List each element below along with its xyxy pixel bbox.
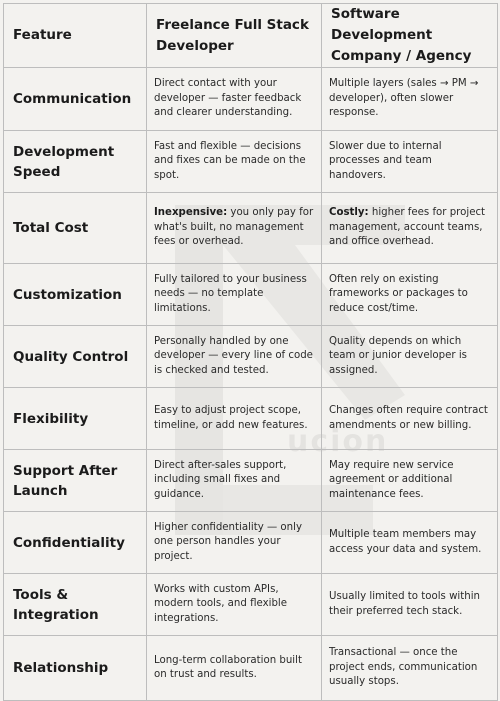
feature-cell: Relationship [3, 635, 147, 701]
feature-cell: Total Cost [3, 192, 147, 264]
agency-cell: Transactional — once the project ends, c… [321, 635, 498, 701]
table-row: Development Speed Fast and flexible — dec… [3, 130, 498, 193]
table-row: Support After Launch Direct after-sales s… [3, 449, 498, 512]
header-freelance: Freelance Full Stack Developer [146, 3, 322, 68]
agency-cell: Costly: higher fees for project manageme… [321, 192, 498, 264]
agency-cell: May require new service agreement or add… [321, 449, 498, 512]
agency-cell-text: Usually limited to tools within their pr… [329, 591, 480, 617]
agency-cell: Usually limited to tools within their pr… [321, 573, 498, 636]
table-row: Flexibility Easy to adjust project scope,… [3, 387, 498, 450]
agency-cell: Multiple team members may access your da… [321, 511, 498, 574]
agency-cell-text: May require new service agreement or add… [329, 459, 454, 500]
freelance-cell-lead: Inexpensive: [154, 207, 228, 219]
freelance-cell: Personally handled by one developer — ev… [146, 325, 322, 388]
freelance-cell-text: you only pay for what's built, no manage… [154, 207, 314, 248]
freelance-cell-text: Works with custom APIs, modern tools, an… [154, 583, 288, 624]
comparison-table: Feature Freelance Full Stack Developer S… [3, 3, 498, 701]
agency-cell-text: Multiple team members may access your da… [329, 529, 482, 555]
agency-cell: Slower due to internal processes and tea… [321, 130, 498, 193]
header-agency: Software Development Company / Agency [321, 3, 498, 68]
feature-cell: Communication [3, 67, 147, 131]
freelance-cell: Inexpensive: you only pay for what's bui… [146, 192, 322, 264]
agency-cell: Quality depends on which team or junior … [321, 325, 498, 388]
freelance-cell-text: Personally handled by one developer — ev… [154, 335, 313, 376]
agency-cell: Multiple layers (sales → PM → developer)… [321, 67, 498, 131]
freelance-cell: Fast and flexible — decisions and fixes … [146, 130, 322, 193]
feature-cell: Tools & Integration [3, 573, 147, 636]
agency-cell-text: Multiple layers (sales → PM → developer)… [329, 78, 479, 119]
feature-cell: Confidentiality [3, 511, 147, 574]
freelance-cell-text: Fully tailored to your business needs — … [154, 273, 307, 314]
agency-cell-lead: Costly: [329, 207, 369, 219]
feature-cell: Quality Control [3, 325, 147, 388]
agency-cell-text: higher fees for project management, acco… [329, 207, 486, 248]
feature-cell: Support After Launch [3, 449, 147, 512]
freelance-cell-text: Direct after-sales support, including sm… [154, 459, 287, 500]
agency-cell-text: Often rely on existing frameworks or pac… [329, 273, 468, 314]
freelance-cell: Fully tailored to your business needs — … [146, 263, 322, 326]
table-row: Quality Control Personally handled by one… [3, 325, 498, 388]
agency-cell: Changes often require contract amendment… [321, 387, 498, 450]
freelance-cell-text: Direct contact with your developer — fas… [154, 78, 302, 119]
table-row: Relationship Long-term collaboration buil… [3, 635, 498, 701]
freelance-cell-text: Easy to adjust project scope, timeline, … [154, 405, 308, 431]
table-row: Communication Direct contact with your de… [3, 67, 498, 131]
feature-cell: Customization [3, 263, 147, 326]
feature-cell: Development Speed [3, 130, 147, 193]
header-row: Feature Freelance Full Stack Developer S… [3, 3, 498, 68]
table-row: Confidentiality Higher confidentiality — … [3, 511, 498, 574]
agency-cell-text: Changes often require contract amendment… [329, 405, 488, 431]
agency-cell: Often rely on existing frameworks or pac… [321, 263, 498, 326]
freelance-cell: Higher confidentiality — only one person… [146, 511, 322, 574]
feature-cell: Flexibility [3, 387, 147, 450]
freelance-cell-text: Long-term collaboration built on trust a… [154, 654, 302, 681]
agency-cell-text: Quality depends on which team or junior … [329, 335, 467, 376]
freelance-cell-text: Fast and flexible — decisions and fixes … [154, 140, 306, 181]
agency-cell-text: Transactional — once the project ends, c… [329, 647, 478, 688]
agency-cell-text: Slower due to internal processes and tea… [329, 140, 442, 181]
freelance-cell-text: Higher confidentiality — only one person… [154, 521, 302, 562]
table-row: Total Cost Inexpensive: you only pay for … [3, 192, 498, 264]
freelance-cell: Easy to adjust project scope, timeline, … [146, 387, 322, 450]
header-feature: Feature [3, 3, 147, 68]
freelance-cell: Long-term collaboration built on trust a… [146, 635, 322, 701]
freelance-cell: Works with custom APIs, modern tools, an… [146, 573, 322, 636]
table-row: Tools & Integration Works with custom API… [3, 573, 498, 636]
table-row: Customization Fully tailored to your busi… [3, 263, 498, 326]
freelance-cell: Direct contact with your developer — fas… [146, 67, 322, 131]
freelance-cell: Direct after-sales support, including sm… [146, 449, 322, 512]
